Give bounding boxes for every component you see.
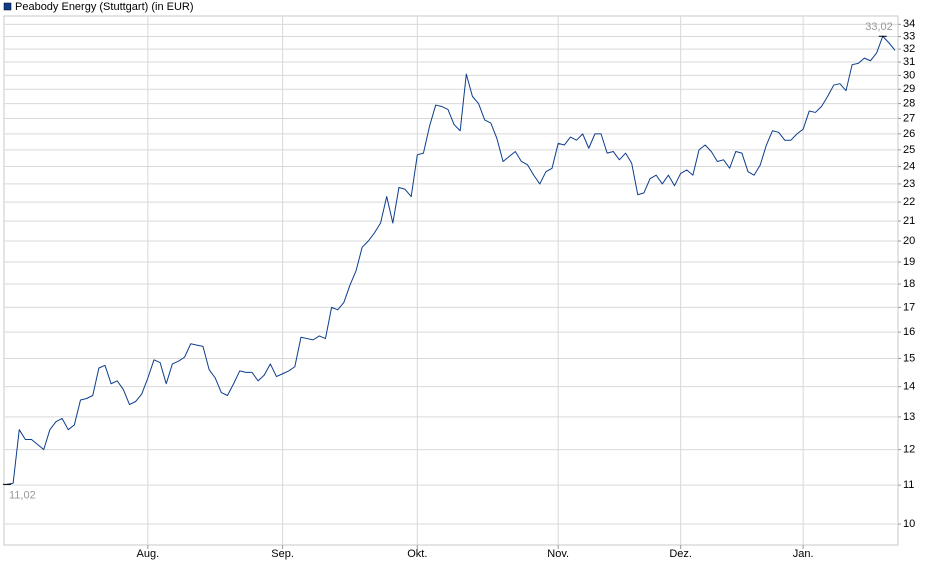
y-tick-label: 10 bbox=[903, 518, 915, 530]
value-label: 11,02 bbox=[9, 489, 36, 501]
y-tick-label: 21 bbox=[903, 215, 915, 227]
legend-label: Peabody Energy (Stuttgart) (in EUR) bbox=[15, 1, 194, 13]
y-tick-label: 14 bbox=[903, 381, 915, 393]
x-tick-label: Jan. bbox=[793, 548, 814, 560]
y-tick-label: 30 bbox=[903, 69, 915, 81]
y-tick-label: 12 bbox=[903, 444, 915, 456]
y-tick-label: 29 bbox=[903, 83, 915, 95]
plot-area bbox=[3, 15, 899, 546]
y-tick-label: 32 bbox=[903, 43, 915, 55]
y-tick-label: 33 bbox=[903, 30, 915, 42]
x-tick-label: Sep. bbox=[271, 548, 294, 560]
x-tick-label: Nov. bbox=[547, 548, 569, 560]
y-tick-label: 20 bbox=[903, 235, 915, 247]
price-line bbox=[6, 35, 896, 485]
y-tick-label: 25 bbox=[903, 144, 915, 156]
x-tick-label: Aug. bbox=[137, 548, 160, 560]
y-tick-label: 28 bbox=[903, 98, 915, 110]
y-tick-label: 13 bbox=[903, 411, 915, 423]
y-tick-label: 24 bbox=[903, 160, 915, 172]
y-tick-label: 19 bbox=[903, 256, 915, 268]
y-tick-label: 11 bbox=[903, 479, 914, 491]
y-tick-label: 22 bbox=[903, 196, 915, 208]
y-tick-label: 15 bbox=[903, 352, 915, 364]
x-tick-label: Dez. bbox=[669, 548, 692, 560]
y-tick-label: 26 bbox=[903, 128, 915, 140]
value-label: 33,02 bbox=[865, 21, 893, 33]
y-tick-label: 16 bbox=[903, 326, 915, 338]
legend-swatch bbox=[3, 2, 12, 11]
y-tick-label: 27 bbox=[903, 112, 915, 124]
x-tick-label: Okt. bbox=[407, 548, 427, 560]
y-tick-label: 31 bbox=[903, 56, 915, 68]
y-tick-label: 17 bbox=[903, 301, 915, 313]
y-tick-label: 18 bbox=[903, 278, 915, 290]
y-tick-label: 34 bbox=[903, 18, 915, 30]
y-tick-label: 23 bbox=[903, 178, 915, 190]
